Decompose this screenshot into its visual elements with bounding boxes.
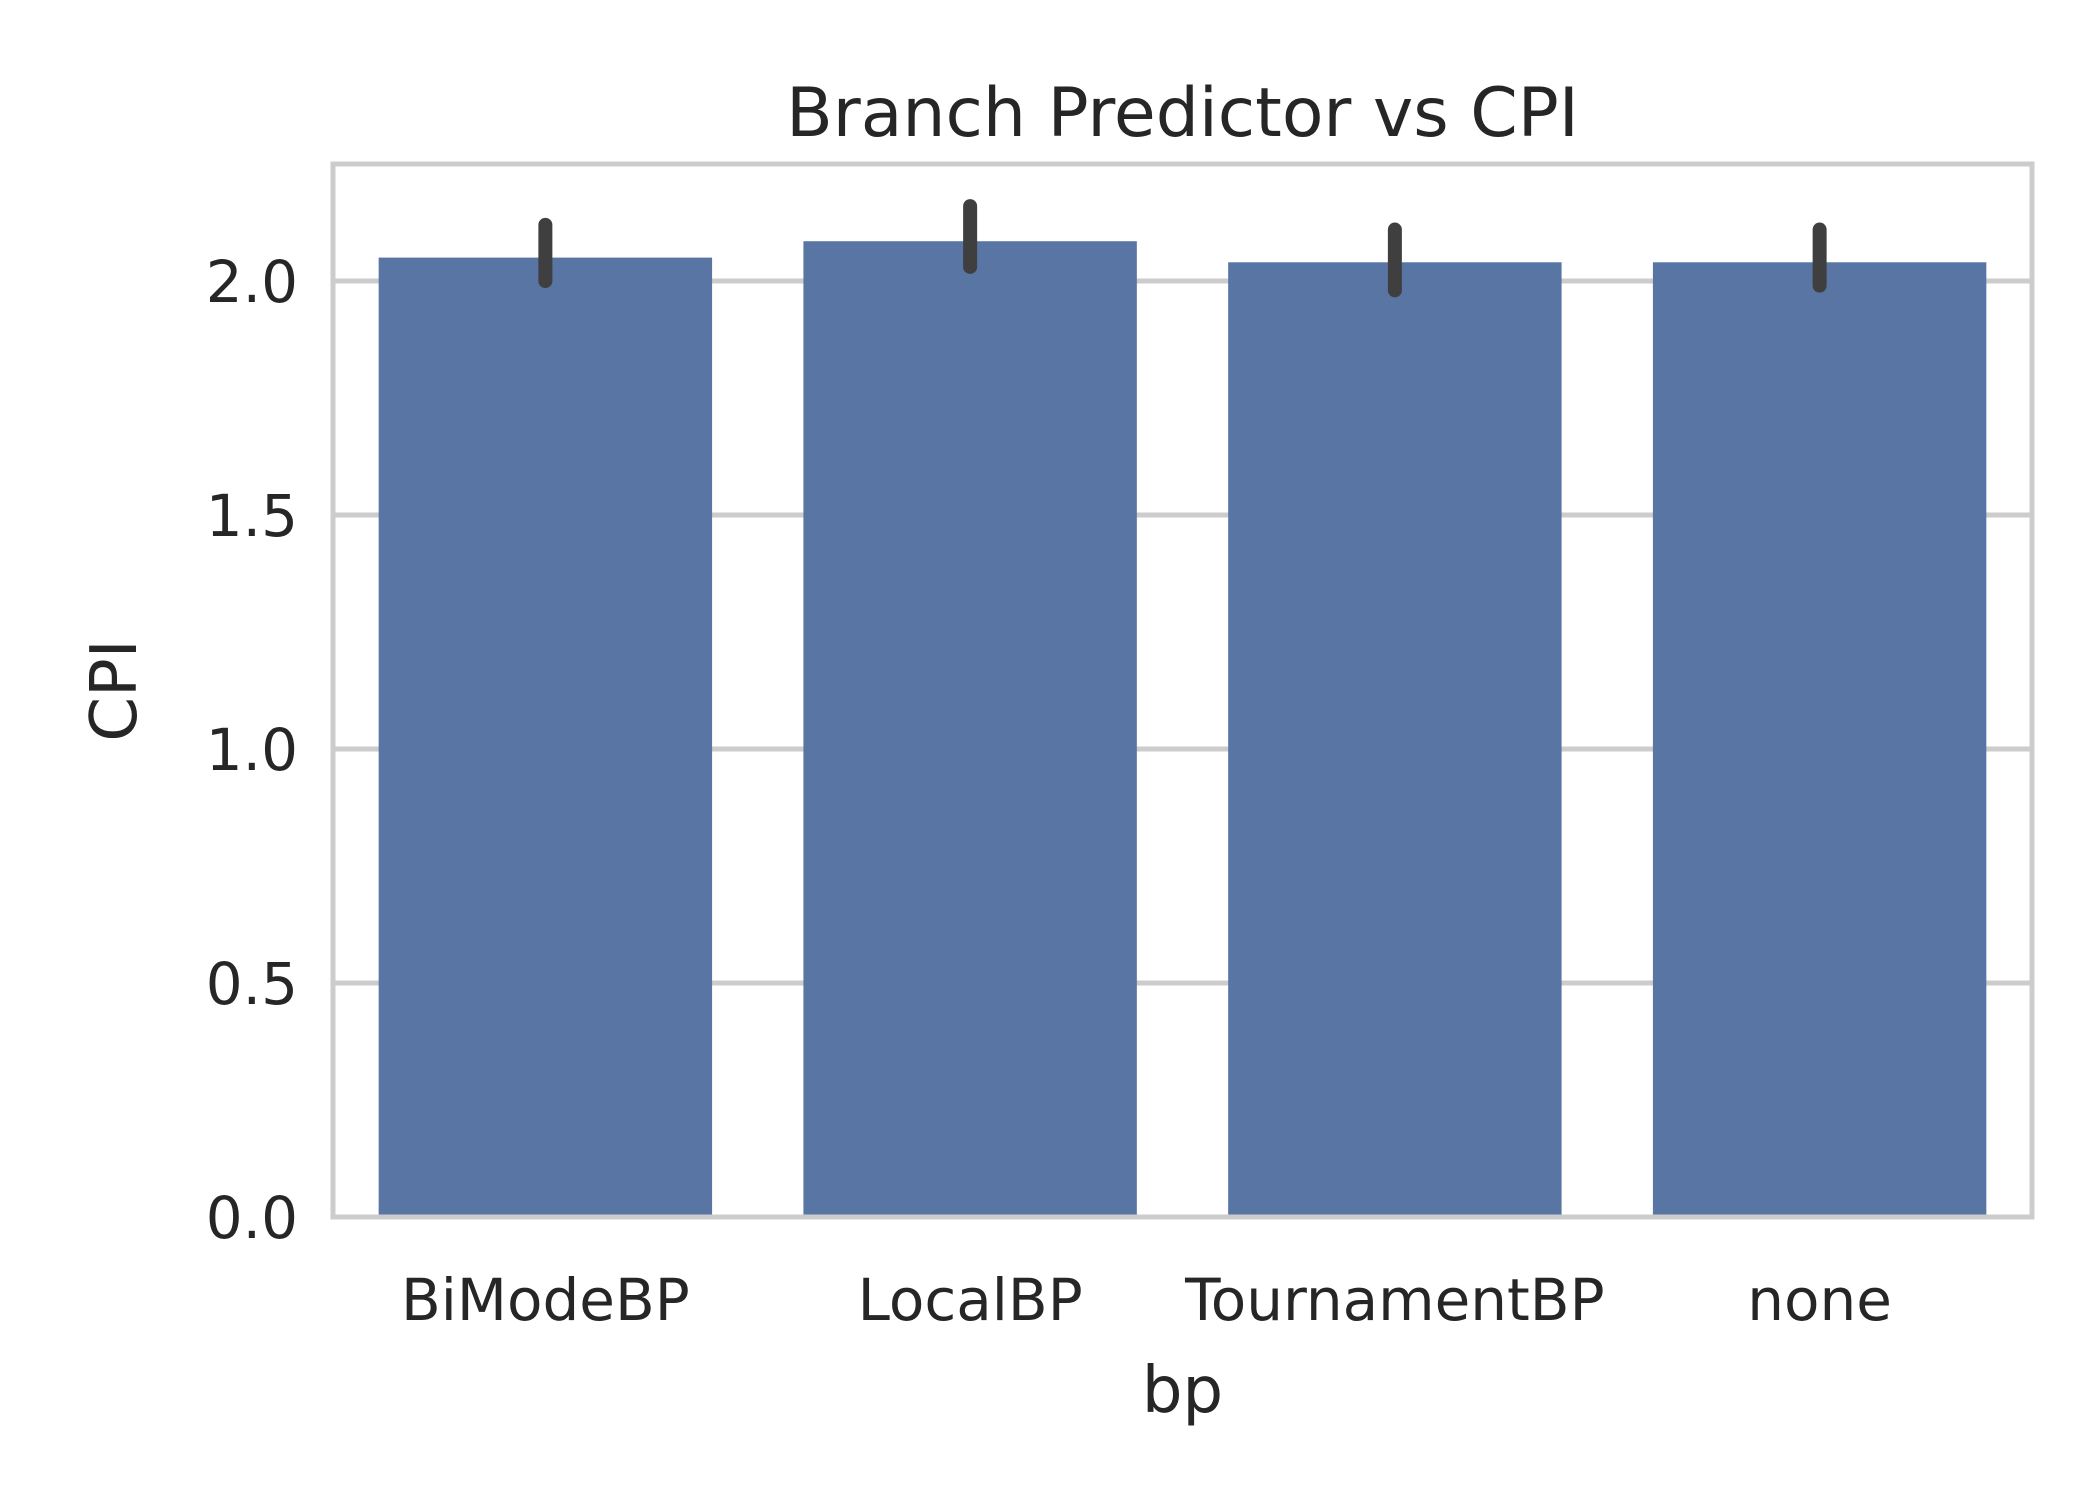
y-tick-label: 0.5 [206, 950, 298, 1018]
x-tick-labels: BiModeBP LocalBP TournamentBP none [401, 1266, 1892, 1334]
x-tick-label: BiModeBP [401, 1266, 690, 1334]
bars [378, 241, 1987, 1218]
x-tick-label: LocalBP [858, 1266, 1083, 1334]
bar-TournamentBP [1228, 262, 1562, 1217]
x-tick-label: none [1747, 1266, 1892, 1334]
bar-LocalBP [803, 241, 1137, 1218]
y-axis-label: CPI [78, 639, 152, 741]
plot-frame [330, 161, 2035, 1220]
bar-BiModeBP [378, 257, 713, 1218]
y-tick-labels: 0.0 0.5 1.0 1.5 2.0 [206, 248, 298, 1252]
bar-none [1652, 262, 1987, 1217]
chart-title: Branch Predictor vs CPI [786, 74, 1579, 153]
x-tick-label: TournamentBP [1184, 1266, 1604, 1334]
y-tick-label: 2.0 [206, 248, 298, 316]
error-bars [538, 199, 1827, 298]
y-tick-label: 1.0 [206, 716, 298, 784]
y-tick-label: 1.5 [206, 482, 298, 550]
y-tick-label: 0.0 [206, 1184, 298, 1252]
x-axis-label: bp [1142, 1354, 1223, 1428]
